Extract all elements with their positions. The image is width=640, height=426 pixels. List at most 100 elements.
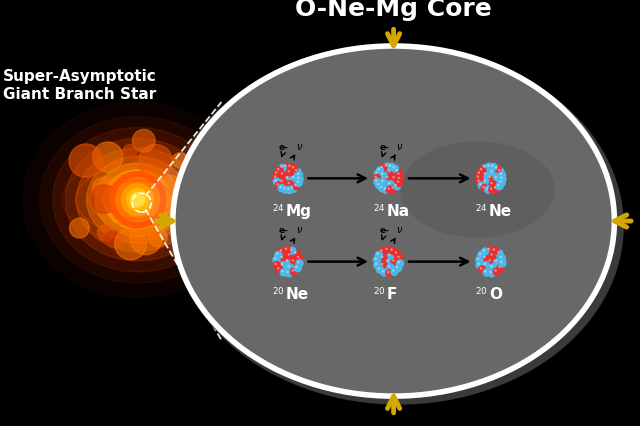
Circle shape [393,250,401,258]
Circle shape [285,176,288,179]
Circle shape [297,256,299,259]
Circle shape [287,254,290,256]
Ellipse shape [173,47,614,396]
Circle shape [484,256,486,259]
Circle shape [97,225,114,242]
Circle shape [127,189,148,211]
Circle shape [488,176,491,179]
Circle shape [490,271,492,273]
Circle shape [478,266,486,274]
Circle shape [496,168,504,176]
Circle shape [383,163,391,172]
Circle shape [378,248,387,256]
Circle shape [380,269,388,277]
Circle shape [488,248,490,250]
Circle shape [491,165,493,167]
Circle shape [131,193,145,207]
Circle shape [295,259,304,268]
Text: $^{20}$: $^{20}$ [373,287,385,299]
Text: ν: ν [296,225,301,234]
Circle shape [275,263,277,265]
Circle shape [477,172,480,174]
Circle shape [294,184,296,187]
Circle shape [478,167,486,175]
Circle shape [493,165,501,173]
Circle shape [290,268,298,276]
Circle shape [275,167,284,175]
Circle shape [274,251,283,259]
Circle shape [488,269,496,278]
Text: Super-Asymptotic
Giant Branch Star: Super-Asymptotic Giant Branch Star [3,69,157,101]
Circle shape [495,259,497,262]
Circle shape [287,171,290,173]
Circle shape [386,264,395,272]
Circle shape [482,171,490,179]
Circle shape [488,264,497,272]
Circle shape [298,177,300,179]
Text: e-: e- [278,143,289,152]
Circle shape [500,262,502,264]
Circle shape [382,271,384,273]
Circle shape [275,172,277,174]
Circle shape [375,172,378,174]
Text: O-Ne-Mg Core: O-Ne-Mg Core [295,0,492,21]
Circle shape [281,256,283,259]
Circle shape [278,164,287,173]
Circle shape [373,178,381,187]
Circle shape [493,258,501,266]
Circle shape [372,174,381,183]
Circle shape [381,166,383,169]
Circle shape [486,258,495,266]
Circle shape [291,270,294,272]
Circle shape [484,186,493,195]
Circle shape [377,184,379,186]
Circle shape [488,169,497,177]
Circle shape [396,259,404,268]
Circle shape [482,262,490,270]
Circle shape [477,263,480,265]
Circle shape [277,268,280,270]
Circle shape [282,163,291,172]
Circle shape [380,250,383,252]
Circle shape [273,261,281,270]
Circle shape [497,184,499,187]
Circle shape [392,270,394,272]
Circle shape [285,169,294,177]
Circle shape [109,172,166,228]
Circle shape [490,188,492,190]
Circle shape [281,263,283,265]
Circle shape [92,178,116,201]
Circle shape [497,252,499,254]
Circle shape [132,130,155,153]
Circle shape [290,175,298,183]
Circle shape [281,173,283,176]
Circle shape [476,261,484,270]
Circle shape [150,176,186,211]
Circle shape [499,181,502,184]
Circle shape [138,145,173,179]
Circle shape [153,215,170,232]
Text: $^{20}$: $^{20}$ [476,287,488,299]
Circle shape [278,248,286,256]
Text: Ne: Ne [286,287,309,302]
Circle shape [280,166,283,169]
Circle shape [494,187,496,189]
Circle shape [277,169,280,171]
Circle shape [496,265,505,273]
Circle shape [476,170,484,178]
Circle shape [394,265,403,273]
Circle shape [295,266,298,268]
Circle shape [488,181,497,189]
Circle shape [495,183,504,191]
Circle shape [484,180,486,182]
Circle shape [475,174,483,183]
Text: ν: ν [396,141,402,151]
Circle shape [483,269,491,277]
Ellipse shape [112,177,163,223]
Circle shape [383,188,386,190]
Circle shape [482,178,490,187]
Circle shape [385,165,387,167]
Circle shape [500,256,502,259]
Circle shape [499,175,507,184]
Text: Mg: Mg [286,204,312,219]
